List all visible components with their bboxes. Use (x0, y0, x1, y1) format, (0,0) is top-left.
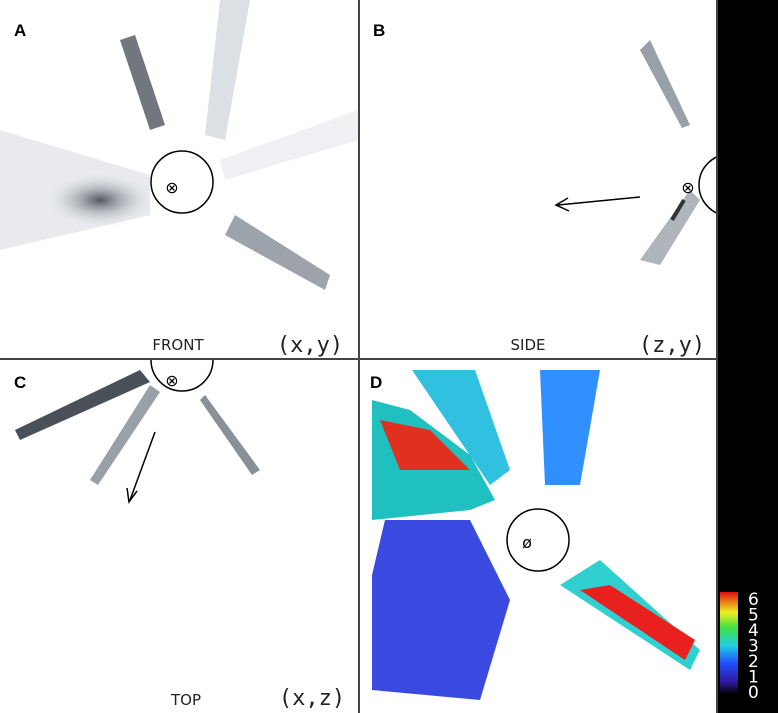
colorbar (720, 592, 738, 694)
panel-label: C (14, 373, 26, 392)
view-label: FRONT (152, 336, 204, 354)
figure: ⊗ ⊗ ⊗ ø A FRONT (x,y) B SIDE (z,y) C TOP… (0, 0, 778, 713)
sun-disk (507, 509, 569, 571)
sun-disk (151, 151, 213, 213)
panel-label: B (373, 21, 385, 40)
panel-label: A (14, 21, 26, 40)
coord-label: (z,y) (639, 333, 705, 358)
view-label: TOP (170, 691, 201, 709)
symbol: ⊗ (681, 178, 694, 197)
symbol: ⊗ (165, 178, 178, 197)
colorbar-tick-label: 0 (748, 683, 759, 703)
symbol: ø (522, 533, 532, 552)
coord-label: (x,y) (277, 333, 343, 358)
coord-label: (x,z) (279, 686, 345, 711)
panel-label: D (370, 373, 382, 392)
symbol: ⊗ (165, 371, 178, 390)
view-label: SIDE (511, 336, 546, 354)
